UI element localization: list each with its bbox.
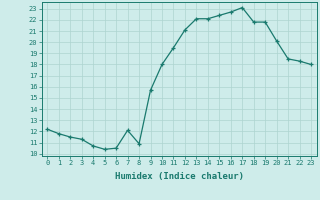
X-axis label: Humidex (Indice chaleur): Humidex (Indice chaleur) <box>115 172 244 181</box>
